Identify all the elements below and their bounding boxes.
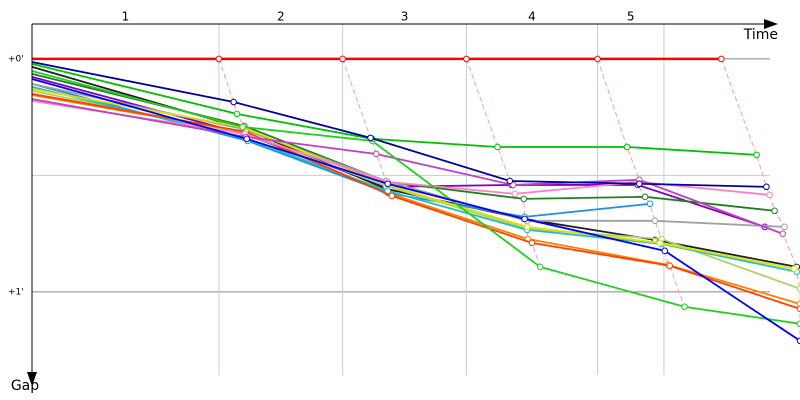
- series-line: [31, 70, 800, 325]
- lap-label: 5: [627, 10, 635, 24]
- data-point: [528, 239, 536, 247]
- y-arrow: [27, 372, 37, 386]
- y-axis-label: Gap: [11, 378, 39, 394]
- data-point: [494, 143, 501, 151]
- data-point: [339, 55, 346, 63]
- lap-label: 2: [277, 10, 285, 24]
- data-point: [367, 134, 374, 142]
- data-point: [641, 193, 649, 201]
- data-point: [790, 265, 798, 273]
- lap-label: 4: [528, 10, 536, 24]
- lap-label: 1: [122, 10, 130, 24]
- data-point: [511, 190, 519, 198]
- data-point: [796, 320, 800, 328]
- data-point: [779, 230, 787, 238]
- data-point: [388, 192, 396, 200]
- data-point: [646, 200, 654, 208]
- series-line: [31, 62, 757, 156]
- y-tick-label: +1': [8, 287, 24, 297]
- data-point: [661, 247, 669, 255]
- y-tick-label: +0': [8, 54, 24, 64]
- data-point: [623, 143, 631, 151]
- series-line: [31, 78, 800, 342]
- data-point: [594, 55, 601, 63]
- data-point: [796, 300, 800, 308]
- series-line: [31, 92, 800, 310]
- data-point: [681, 303, 688, 311]
- data-point: [766, 191, 773, 199]
- x-arrow: [764, 19, 778, 29]
- data-point: [771, 207, 778, 215]
- data-point: [215, 55, 223, 63]
- data-point: [636, 180, 643, 188]
- data-point: [384, 180, 392, 188]
- plot: [31, 55, 800, 345]
- data-point: [463, 55, 470, 63]
- data-point: [239, 123, 246, 131]
- data-point: [796, 305, 800, 313]
- data-point: [718, 55, 725, 63]
- data-point: [230, 98, 237, 106]
- lap-connector: [720, 58, 800, 341]
- data-point: [796, 285, 800, 293]
- data-point: [781, 223, 788, 231]
- lap-label: 3: [401, 10, 409, 24]
- data-point: [372, 150, 380, 158]
- data-point: [796, 337, 800, 345]
- series-line: [31, 98, 784, 235]
- data-point: [651, 217, 659, 225]
- x-axis-label: Time: [743, 27, 778, 43]
- data-point: [520, 195, 528, 203]
- series-line: [31, 61, 767, 188]
- data-point: [763, 183, 770, 191]
- data-point: [521, 215, 528, 223]
- data-point: [753, 151, 760, 159]
- data-point: [666, 262, 673, 270]
- data-point: [243, 135, 251, 143]
- data-point: [506, 177, 514, 185]
- data-point: [523, 223, 531, 231]
- data-point: [656, 239, 664, 247]
- data-point: [536, 263, 544, 271]
- data-point: [233, 110, 241, 118]
